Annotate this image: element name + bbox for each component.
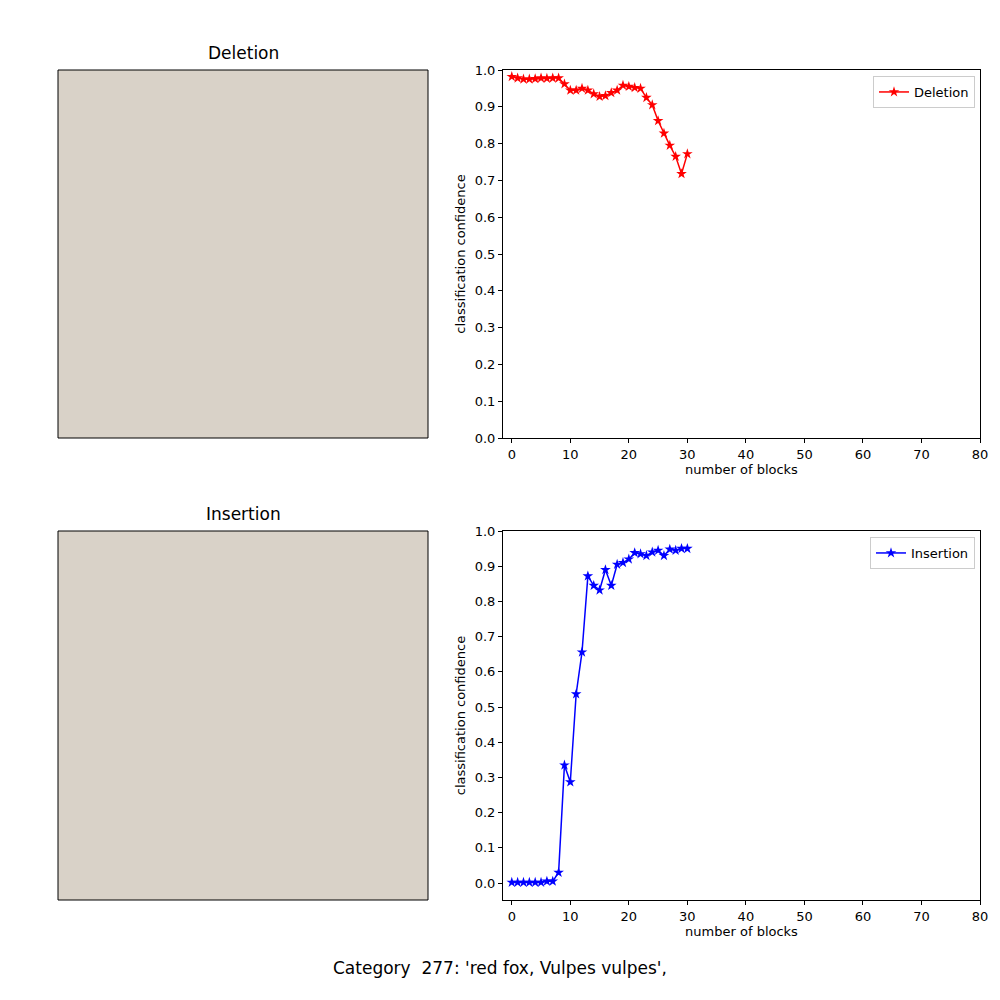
svg-text:80: 80: [972, 447, 989, 462]
svg-text:0.2: 0.2: [475, 805, 496, 820]
svg-text:80: 80: [972, 909, 989, 924]
svg-text:Insertion: Insertion: [911, 546, 968, 561]
svg-text:30: 30: [679, 447, 696, 462]
svg-text:0.8: 0.8: [475, 594, 496, 609]
svg-text:10: 10: [562, 909, 579, 924]
svg-text:0.3: 0.3: [475, 320, 496, 335]
svg-text:0.8: 0.8: [475, 136, 496, 151]
svg-text:number of blocks: number of blocks: [685, 462, 798, 477]
svg-text:60: 60: [855, 447, 872, 462]
svg-text:0: 0: [508, 447, 516, 462]
svg-text:0.5: 0.5: [475, 247, 496, 262]
svg-text:number of blocks: number of blocks: [685, 924, 798, 939]
svg-text:60: 60: [855, 909, 872, 924]
svg-text:0.4: 0.4: [475, 283, 496, 298]
svg-text:30: 30: [679, 909, 696, 924]
svg-text:0.6: 0.6: [475, 664, 496, 679]
svg-text:10: 10: [562, 447, 579, 462]
svg-text:0.1: 0.1: [475, 394, 496, 409]
svg-text:0.6: 0.6: [475, 210, 496, 225]
svg-text:classification confidence: classification confidence: [453, 174, 468, 333]
svg-text:20: 20: [621, 909, 638, 924]
svg-text:70: 70: [913, 447, 930, 462]
svg-text:0.9: 0.9: [475, 559, 496, 574]
svg-text:70: 70: [913, 909, 930, 924]
svg-text:classification confidence: classification confidence: [453, 636, 468, 795]
svg-text:0.0: 0.0: [475, 431, 496, 446]
svg-text:1.0: 1.0: [475, 524, 496, 539]
svg-text:0.7: 0.7: [475, 629, 496, 644]
svg-text:0.7: 0.7: [475, 173, 496, 188]
svg-text:50: 50: [796, 447, 813, 462]
svg-text:50: 50: [796, 909, 813, 924]
svg-text:0.9: 0.9: [475, 99, 496, 114]
svg-text:0.0: 0.0: [475, 876, 496, 891]
svg-text:0.3: 0.3: [475, 770, 496, 785]
svg-text:Category 277: 'red fox, Vulpe: Category 277: 'red fox, Vulpes vulpes',: [333, 958, 667, 978]
svg-text:Deletion: Deletion: [208, 43, 279, 63]
svg-text:0.1: 0.1: [475, 840, 496, 855]
svg-text:1.0: 1.0: [475, 63, 496, 78]
svg-text:40: 40: [738, 447, 755, 462]
svg-text:20: 20: [621, 447, 638, 462]
svg-text:0.2: 0.2: [475, 357, 496, 372]
svg-text:Insertion: Insertion: [206, 504, 281, 524]
svg-text:40: 40: [738, 909, 755, 924]
svg-text:0.5: 0.5: [475, 700, 496, 715]
svg-text:0.4: 0.4: [475, 735, 496, 750]
svg-text:0: 0: [508, 909, 516, 924]
svg-text:Deletion: Deletion: [914, 85, 969, 100]
